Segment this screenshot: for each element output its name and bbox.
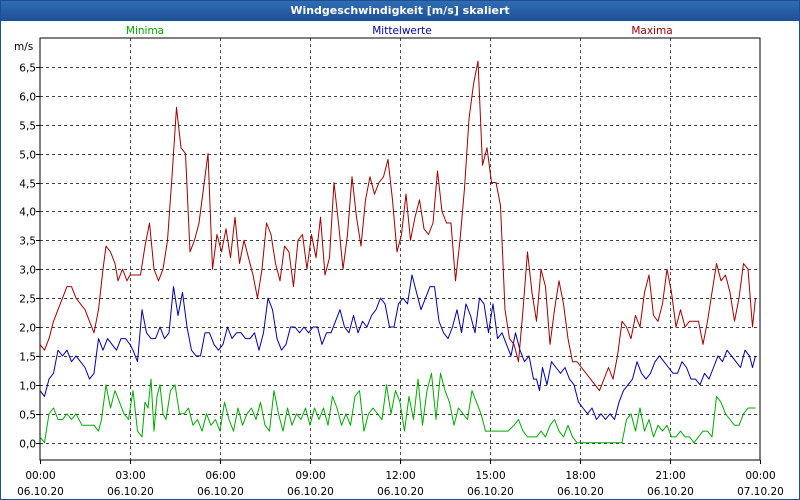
y-tick-label: 1,5: [19, 352, 36, 364]
axes: [39, 37, 761, 461]
legend: Minima Mittelwerte Maxima: [126, 25, 673, 37]
legend-label-minima: Minima: [126, 25, 164, 37]
x-axis-ticks: 00:00 06.10.20 03:00 06.10.20 06:00 06.10.20 0…: [17, 460, 784, 498]
y-tick-label: 0,5: [19, 410, 36, 422]
series-line-mittelwerte: [39, 274, 756, 420]
grid: [40, 38, 760, 460]
y-axis-label: m/s: [14, 41, 33, 53]
y-tick-label: 4,0: [19, 207, 36, 219]
x-tick-time-label: 21:00: [655, 470, 685, 482]
x-tick-date-label: 06.10.20: [287, 486, 334, 498]
y-tick-label: 5,5: [19, 121, 36, 133]
y-tick-label: 6,0: [19, 92, 36, 104]
x-tick-time-label: 00:00: [745, 470, 775, 482]
plot-area-border: [39, 37, 761, 461]
y-tick-label: 3,5: [19, 236, 36, 248]
x-tick-time-label: 03:00: [115, 470, 145, 482]
series-lines: [39, 60, 756, 444]
series-line-maxima: [39, 60, 756, 392]
x-tick-date-label: 06.10.20: [377, 486, 424, 498]
x-tick-time-label: 00:00: [25, 470, 55, 482]
x-tick-date-label: 06.10.20: [197, 486, 244, 498]
y-axis-ticks: 0,0 0,5 1,0 1,5 2,0 2,5 3,0 3,5 4,0 4,5 5,0 5,5 6,0 6…: [19, 63, 40, 451]
legend-label-maxima: Maxima: [631, 25, 672, 37]
x-tick-date-label: 06.10.20: [557, 486, 604, 498]
x-tick-time-label: 18:00: [565, 470, 595, 482]
x-tick-date-label: 06.10.20: [467, 486, 514, 498]
x-tick-time-label: 15:00: [475, 470, 505, 482]
y-tick-label: 5,0: [19, 150, 36, 162]
series-line-minima: [39, 372, 756, 444]
legend-label-mittelwerte: Mittelwerte: [372, 25, 432, 37]
y-tick-label: 2,5: [19, 294, 36, 306]
y-tick-label: 0,0: [19, 439, 36, 451]
x-tick-date-label: 06.10.20: [647, 486, 694, 498]
x-tick-date-label: 06.10.20: [17, 486, 64, 498]
x-tick-time-label: 09:00: [295, 470, 325, 482]
x-tick-date-label: 06.10.20: [107, 486, 154, 498]
x-tick-date-label: 07.10.20: [737, 486, 784, 498]
y-tick-label: 2,0: [19, 323, 36, 335]
chart-title: Windgeschwindigkeit [m/s] skaliert: [1, 1, 799, 21]
y-tick-label: 3,0: [19, 265, 36, 277]
y-tick-label: 1,0: [19, 381, 36, 393]
x-tick-time-label: 12:00: [385, 470, 415, 482]
x-tick-time-label: 06:00: [205, 470, 235, 482]
y-tick-label: 4,5: [19, 179, 36, 191]
y-tick-label: 6,5: [19, 63, 36, 75]
